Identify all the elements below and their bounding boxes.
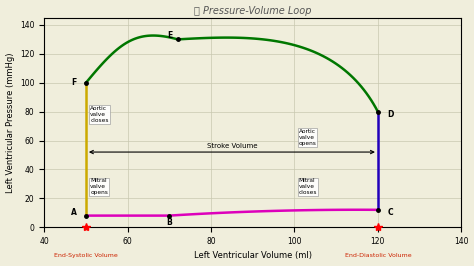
Text: D: D bbox=[387, 110, 393, 119]
Text: Mitral
valve
opens: Mitral valve opens bbox=[90, 178, 108, 195]
Text: Mitral
valve
closes: Mitral valve closes bbox=[299, 178, 317, 195]
Text: Aortic
valve
closes: Aortic valve closes bbox=[90, 106, 109, 123]
Text: Stroke Volume: Stroke Volume bbox=[207, 143, 257, 149]
Text: A: A bbox=[71, 208, 76, 217]
Y-axis label: Left Ventricular Pressure (mmHg): Left Ventricular Pressure (mmHg) bbox=[6, 52, 15, 193]
Text: Aortic
valve
opens: Aortic valve opens bbox=[299, 129, 317, 146]
X-axis label: Left Ventricular Volume (ml): Left Ventricular Volume (ml) bbox=[194, 251, 312, 260]
Text: F: F bbox=[71, 78, 76, 87]
Text: B: B bbox=[166, 218, 172, 227]
Text: C: C bbox=[388, 208, 393, 217]
Text: End-Diastolic Volume: End-Diastolic Volume bbox=[345, 253, 411, 258]
Text: E: E bbox=[167, 31, 172, 40]
Title: ➕ Pressure-Volume Loop: ➕ Pressure-Volume Loop bbox=[194, 6, 311, 15]
Text: End-Systolic Volume: End-Systolic Volume bbox=[54, 253, 118, 258]
